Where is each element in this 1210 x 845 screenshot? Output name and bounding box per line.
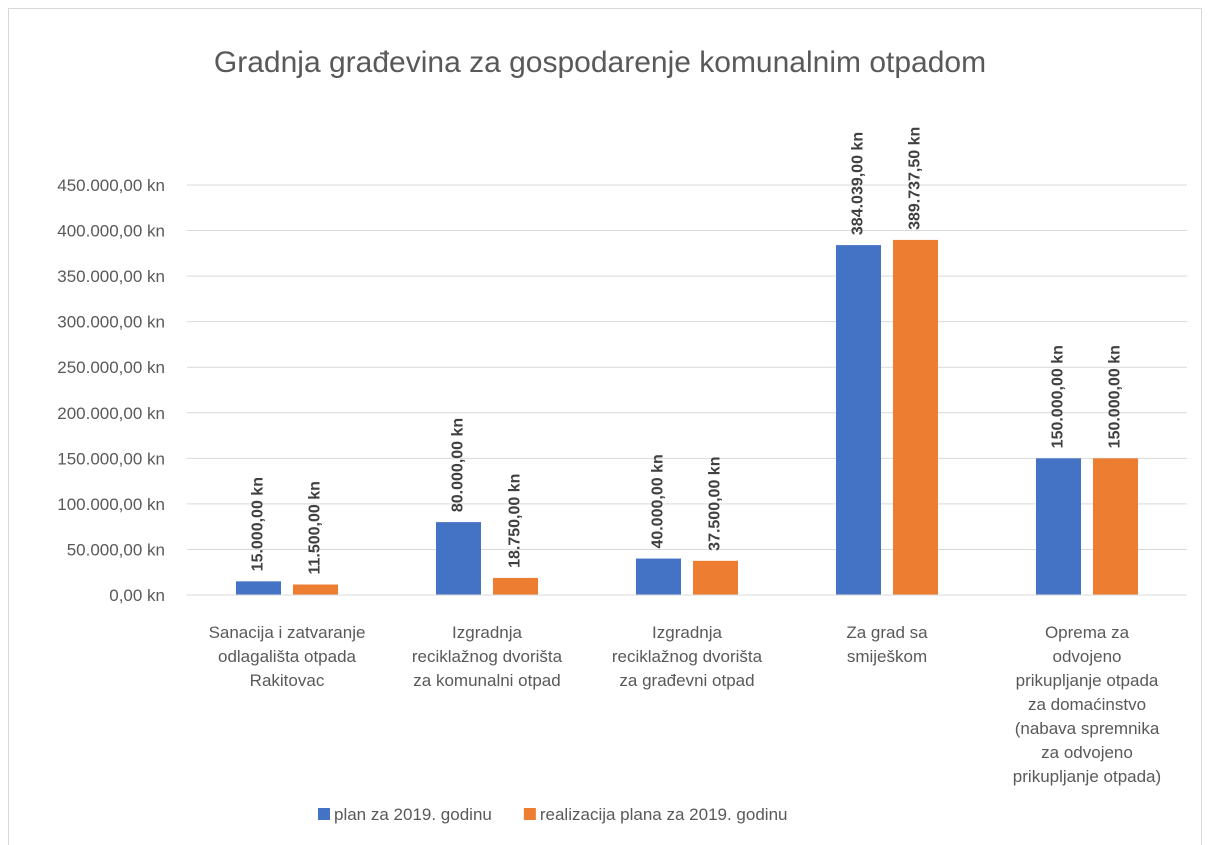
data-label: 18.750,00 kn: [507, 474, 524, 568]
data-label: 150.000,00 kn: [1107, 345, 1124, 448]
y-tick-label: 250.000,00 kn: [57, 358, 165, 377]
y-tick-label: 300.000,00 kn: [57, 313, 165, 332]
chart-border: [8, 8, 1202, 845]
bar: [1093, 458, 1138, 595]
bar: [636, 558, 681, 595]
legend-swatch: [523, 808, 536, 820]
data-label: 11.500,00 kn: [307, 481, 324, 574]
data-label: 150.000,00 kn: [1050, 345, 1067, 448]
bar: [1036, 458, 1081, 595]
data-label: 15.000,00 kn: [250, 477, 267, 571]
y-tick-label: 0,00 kn: [109, 586, 165, 605]
bar: [436, 522, 481, 595]
y-tick-label: 350.000,00 kn: [57, 267, 165, 286]
data-label: 384.039,00 kn: [850, 132, 867, 235]
bar: [293, 584, 338, 595]
bar: [836, 245, 881, 596]
bar: [693, 560, 738, 595]
x-tick-label: Sanacija i zatvaranje odlagališta otpada R…: [209, 623, 366, 690]
x-tick-label: Za grad sa smiješkom: [846, 623, 928, 666]
bar: [236, 581, 281, 595]
y-tick-label: 450.000,00 kn: [57, 176, 165, 195]
data-label: 37.500,00 kn: [707, 457, 724, 551]
y-tick-label: 100.000,00 kn: [57, 495, 165, 514]
data-label: 80.000,00 kn: [450, 418, 467, 512]
y-tick-label: 50.000,00 kn: [67, 540, 165, 559]
legend-swatch: [318, 808, 330, 820]
data-label: 40.000,00 kn: [650, 454, 667, 548]
x-tick-label: Izgradnja reciklažnog dvorišta za građevni…: [612, 623, 763, 690]
y-tick-label: 150.000,00 kn: [57, 449, 165, 468]
legend-label: plan za 2019. godinu: [334, 805, 492, 824]
data-label: 389.737,50 kn: [907, 127, 924, 230]
y-tick-label: 200.000,00 kn: [57, 404, 165, 423]
bar: [493, 577, 538, 595]
x-tick-label: Oprema za odvojeno prikupljanje otpada za d…: [1013, 623, 1161, 786]
legend-label: realizacija plana za 2019. godinu: [540, 805, 788, 824]
x-tick-label: Izgradnja reciklažnog dvorišta za komunaln…: [412, 623, 563, 690]
chart-title: Gradnja građevina za gospodarenje komuna…: [214, 46, 986, 79]
bar: [893, 239, 938, 596]
y-tick-label: 400.000,00 kn: [57, 222, 165, 241]
